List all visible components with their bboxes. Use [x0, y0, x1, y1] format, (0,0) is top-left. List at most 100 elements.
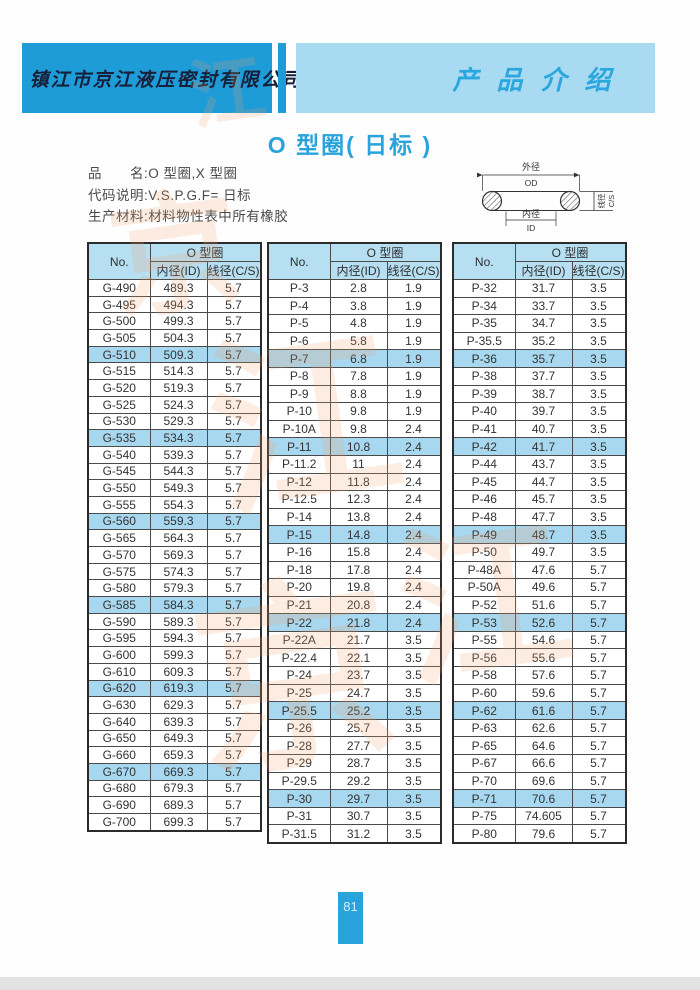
table-row: P-11.2 11 2.4	[267, 454, 441, 474]
table-row: G-545 544.3 5.7	[87, 462, 261, 481]
table-cell: 5.7	[571, 630, 626, 650]
table-cell: 3.5	[571, 296, 626, 316]
table-cell: 1.9	[386, 314, 441, 333]
table-row: P-36 35.7 3.5	[452, 349, 626, 368]
table-cell: P-39	[452, 384, 516, 404]
table-cell: P-6	[267, 331, 331, 351]
table-cell: 2.4	[386, 507, 441, 527]
table-row: G-535 534.3 5.7	[87, 429, 261, 447]
table-cell: 2.8	[329, 279, 388, 298]
table-cell: 21.8	[329, 613, 388, 632]
table-cell: 5.7	[571, 718, 626, 738]
table-cell: 43.7	[514, 454, 573, 474]
table-cell: 2.4	[386, 454, 441, 474]
table-cell: 31.7	[514, 279, 573, 298]
table-cell: P-38	[452, 366, 516, 386]
table-cell: P-49	[452, 525, 516, 544]
table-cell: 639.3	[149, 712, 208, 731]
table-cell: 2.4	[386, 578, 441, 597]
table-cell: 51.6	[514, 595, 573, 615]
table-row: P-30 29.7 3.5	[267, 789, 441, 808]
table-cell: P-26	[267, 718, 331, 738]
table-cell: 5.7	[571, 666, 626, 685]
table-cell: P-21	[267, 595, 331, 615]
table-cell: P-29.5	[267, 771, 331, 791]
table-cell: G-630	[87, 696, 151, 714]
table-cell: 5.7	[206, 312, 261, 331]
table-cell: 38.7	[514, 384, 573, 404]
table-cell: 5.7	[206, 362, 261, 381]
table-cell: G-545	[87, 462, 151, 481]
table-cell: P-16	[267, 542, 331, 562]
table-cell: 49.7	[514, 542, 573, 562]
table-cell: G-570	[87, 546, 151, 564]
table-cell: 5.7	[206, 729, 261, 748]
table-row: P-48 47.7 3.5	[452, 507, 626, 527]
table-cell: P-20	[267, 578, 331, 597]
table-cell: P-34	[452, 296, 516, 316]
table-cell: 589.3	[149, 612, 208, 631]
table-cell: 5.7	[206, 445, 261, 464]
table-cell: 1.9	[386, 402, 441, 421]
table-cell: 47.6	[514, 560, 573, 580]
table-row: P-22A 21.7 3.5	[267, 630, 441, 650]
table-cell: 2.4	[386, 613, 441, 632]
table-cell: 5.7	[206, 679, 261, 698]
table-row: G-600 599.3 5.7	[87, 646, 261, 664]
table-cell: 2.4	[386, 525, 441, 544]
table-cell: 41.7	[514, 437, 573, 456]
table-row: P-22 21.8 2.4	[267, 613, 441, 632]
table-cell: 59.6	[514, 683, 573, 703]
table-cell: 509.3	[149, 345, 208, 364]
table-cell: P-65	[452, 736, 516, 756]
table-cell: 70.6	[514, 789, 573, 808]
table-row: P-29 28.7 3.5	[267, 754, 441, 773]
table-cell: G-670	[87, 762, 151, 781]
table-cell: 39.7	[514, 402, 573, 421]
table-cell: P-22.4	[267, 648, 331, 668]
table-cell: P-48	[452, 507, 516, 527]
table-header-group: O 型圈	[329, 242, 441, 262]
table-cell: 25.2	[329, 701, 388, 720]
table-cell: 29.2	[329, 771, 388, 791]
table-header-no: No.	[87, 242, 151, 280]
table-cell: 2.4	[386, 560, 441, 580]
table-row: G-670 669.3 5.7	[87, 762, 261, 781]
table-cell: 5.7	[571, 560, 626, 580]
table-cell: 5.7	[206, 412, 261, 431]
table-row: P-8 7.8 1.9	[267, 366, 441, 386]
table-cell: P-18	[267, 560, 331, 580]
table-cell: 5.7	[571, 683, 626, 703]
table-row: G-620 619.3 5.7	[87, 679, 261, 698]
table-cell: G-495	[87, 295, 151, 314]
table-cell: 5.7	[206, 746, 261, 764]
table-row: G-560 559.3 5.7	[87, 512, 261, 531]
table-cell: G-650	[87, 729, 151, 748]
table-cell: P-24	[267, 666, 331, 685]
table-row: P-32 31.7 3.5	[452, 279, 626, 298]
table-cell: 619.3	[149, 679, 208, 698]
table-cell: 554.3	[149, 495, 208, 514]
table-cell: 5.7	[206, 462, 261, 481]
table-row: P-11 10.8 2.4	[267, 437, 441, 456]
table-row: P-45 44.7 3.5	[452, 472, 626, 492]
table-cell: 5.7	[206, 495, 261, 514]
table-cell: G-590	[87, 612, 151, 631]
table-row: P-50A 49.6 5.7	[452, 578, 626, 597]
table-cell: 5.7	[571, 806, 626, 826]
table-cell: P-10A	[267, 419, 331, 439]
table-cell: P-46	[452, 490, 516, 509]
table-cell: G-550	[87, 479, 151, 497]
table-cell: 5.7	[571, 824, 626, 844]
table-row: P-22.4 22.1 3.5	[267, 648, 441, 668]
table-cell: G-535	[87, 429, 151, 447]
table-cell: 15.8	[329, 542, 388, 562]
table-cell: G-595	[87, 629, 151, 648]
table-cell: 44.7	[514, 472, 573, 492]
table-cell: 499.3	[149, 312, 208, 331]
table-cell: P-44	[452, 454, 516, 474]
table-cell: 49.6	[514, 578, 573, 597]
table-row: G-550 549.3 5.7	[87, 479, 261, 497]
table-cell: P-25	[267, 683, 331, 703]
